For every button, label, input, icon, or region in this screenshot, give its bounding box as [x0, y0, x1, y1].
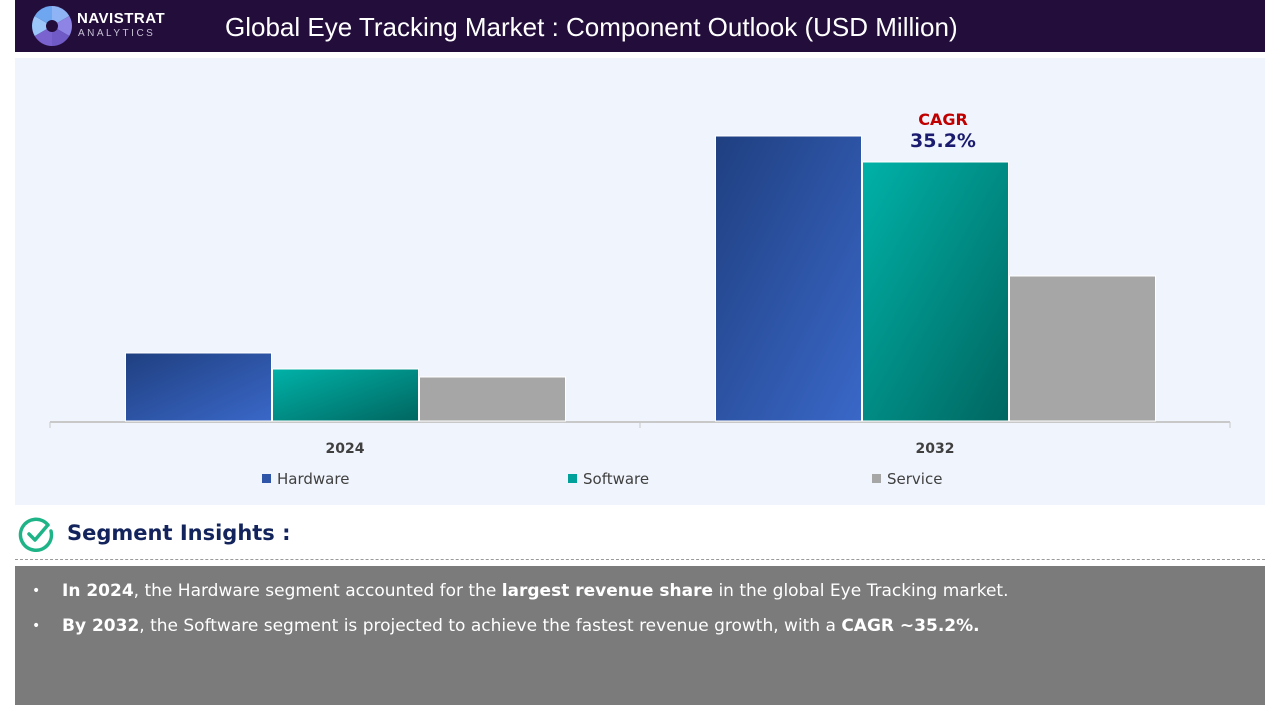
chart-area: 2024 2032 CAGR 35.2% Hardware Software Service: [15, 58, 1265, 505]
insight-text: By 2032: [62, 616, 140, 636]
insight-item: In 2024, the Hardware segment accounted …: [32, 574, 1265, 609]
cagr-label: CAGR: [918, 110, 968, 129]
segment-insights-title: Segment Insights :: [67, 521, 291, 545]
cagr-value: 35.2%: [910, 130, 976, 152]
legend-swatch: [262, 474, 271, 483]
legend-service: Service: [887, 470, 942, 488]
insight-text: largest revenue share: [501, 581, 714, 601]
x-tick-label: 2032: [916, 441, 955, 457]
legend-hardware: Hardware: [277, 470, 349, 488]
bar-software-2032: [862, 161, 1009, 422]
insight-text: , the Hardware segment accounted for the: [133, 581, 502, 601]
insight-item: By 2032, the Software segment is project…: [32, 609, 1265, 644]
legend-software: Software: [583, 470, 649, 488]
page-title: Global Eye Tracking Market : Component O…: [225, 12, 958, 42]
navistrat-logo-icon: [32, 6, 72, 46]
insights-box: In 2024, the Hardware segment accounted …: [15, 566, 1265, 705]
bar-hardware-2032: [715, 135, 862, 422]
legend-swatch: [568, 474, 577, 483]
insight-text: in the global Eye Tracking market.: [713, 581, 1009, 601]
legend-swatch: [872, 474, 881, 483]
header-bar: NAVISTRAT ANALYTICS Global Eye Tracking …: [15, 0, 1265, 52]
brand-subtitle: ANALYTICS: [78, 28, 156, 39]
insight-text: CAGR ~35.2%.: [841, 616, 980, 636]
x-tick-label: 2024: [326, 441, 365, 457]
brand-name: NAVISTRAT: [77, 10, 166, 27]
insight-text: , the Software segment is projected to a…: [139, 616, 842, 636]
check-circle-icon: [18, 517, 54, 552]
bar-software-2024: [272, 368, 419, 422]
bar-hardware-2024: [125, 352, 272, 422]
bar-service-2024: [419, 376, 566, 422]
bar-service-2032: [1009, 275, 1156, 422]
insight-text: In 2024: [62, 581, 134, 601]
divider: [15, 559, 1265, 560]
